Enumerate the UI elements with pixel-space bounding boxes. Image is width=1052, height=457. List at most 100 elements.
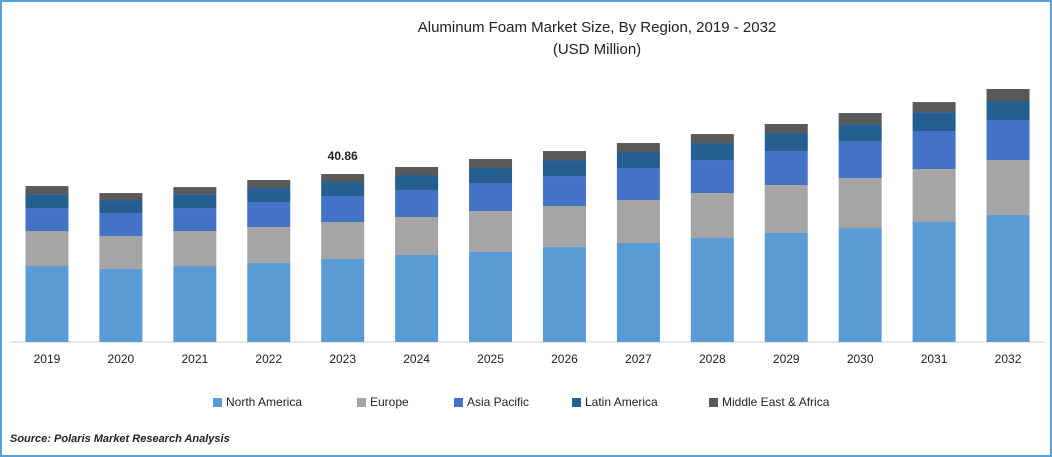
bar-segment — [25, 231, 69, 267]
legend-label: Middle East & Africa — [722, 395, 830, 409]
bar-segment — [321, 196, 365, 222]
bar-segment — [616, 168, 660, 201]
bar-segment — [912, 112, 956, 132]
x-tick-label: 2021 — [181, 352, 208, 366]
bar-segment — [616, 243, 660, 342]
bar-segment — [173, 208, 217, 232]
bar-segment — [469, 168, 513, 184]
legend-swatch — [709, 398, 718, 407]
bar-segment — [25, 194, 69, 209]
bar-segment — [986, 89, 1030, 102]
bar-segment — [764, 185, 808, 234]
bar-segment — [99, 200, 143, 214]
bar-segment — [616, 200, 660, 244]
x-tick-label: 2029 — [773, 352, 800, 366]
bar-segment — [912, 222, 956, 342]
bar-segment — [247, 202, 291, 228]
bar-segment — [99, 193, 143, 201]
bar-segment — [542, 206, 586, 248]
bar-segment — [173, 266, 217, 342]
source: Source: Polaris Market Research Analysis — [10, 433, 230, 445]
legend-swatch — [454, 398, 463, 407]
bar-segment — [986, 119, 1030, 160]
x-tick-label: 2031 — [921, 352, 948, 366]
bar-segment — [764, 233, 808, 342]
bar-segment — [395, 166, 439, 176]
bar-segment — [173, 194, 217, 209]
bar-segment — [690, 160, 734, 194]
bar-segment — [395, 190, 439, 218]
x-tick-label: 2032 — [995, 352, 1022, 366]
legend-swatch — [213, 398, 222, 407]
annotation: 40.86 — [328, 149, 358, 163]
bar-segment — [99, 236, 143, 270]
bar-segment — [690, 134, 734, 144]
bar-segment — [173, 231, 217, 267]
legend-label: Latin America — [585, 395, 658, 409]
bar-segment — [690, 238, 734, 342]
bar-segment — [321, 221, 365, 259]
bar-segment — [173, 187, 217, 195]
x-tick-label: 2022 — [255, 352, 282, 366]
x-tick-label: 2030 — [847, 352, 874, 366]
bar-segment — [542, 176, 586, 207]
bar-segment — [542, 151, 586, 161]
x-tick-label: 2023 — [329, 352, 356, 366]
bar-segment — [469, 183, 513, 212]
bar-segment — [25, 186, 69, 195]
bar-segment — [838, 113, 882, 125]
bar-segment — [247, 180, 291, 189]
x-tick-label: 2024 — [403, 352, 430, 366]
bar-segment — [25, 266, 69, 342]
bar-segment — [690, 143, 734, 161]
bar-segment — [986, 215, 1030, 342]
bar-segment — [321, 258, 365, 342]
chart-title: Aluminum Foam Market Size, By Region, 20… — [418, 19, 777, 36]
legend-swatch — [572, 398, 581, 407]
legend-label: Europe — [370, 395, 409, 409]
bar-segment — [321, 174, 365, 183]
bar-segment — [838, 228, 882, 342]
bar-segment — [616, 152, 660, 169]
bar-segment — [764, 151, 808, 186]
bar-segment — [616, 143, 660, 153]
bar-segment — [838, 124, 882, 142]
legend-swatch — [357, 398, 366, 407]
x-tick-label: 2027 — [625, 352, 652, 366]
bar-segment — [542, 160, 586, 177]
x-tick-label: 2025 — [477, 352, 504, 366]
bar-segment — [469, 211, 513, 253]
bar-segment — [247, 227, 291, 264]
x-tick-label: 2020 — [108, 352, 135, 366]
bar-segment — [912, 102, 956, 113]
x-tick-label: 2019 — [34, 352, 61, 366]
bar-segment — [25, 208, 69, 232]
bar-segment — [986, 159, 1030, 216]
bar-segment — [469, 252, 513, 342]
bar-segment — [838, 178, 882, 229]
bar-segment — [469, 159, 513, 169]
x-tick-label: 2026 — [551, 352, 578, 366]
bar-segment — [764, 133, 808, 152]
bar-segment — [247, 263, 291, 342]
bar-segment — [395, 175, 439, 191]
bar-segment — [986, 101, 1030, 120]
bar-segment — [690, 193, 734, 239]
bar-segment — [395, 217, 439, 256]
bar-segment — [247, 188, 291, 203]
bar-segment — [395, 255, 439, 342]
x-tick-label: 2028 — [699, 352, 726, 366]
bar-segment — [542, 247, 586, 342]
bar-segment — [764, 124, 808, 134]
bar-segment — [99, 269, 143, 342]
bar-segment — [838, 141, 882, 179]
bar-segment — [912, 131, 956, 170]
bar-segment — [99, 213, 143, 237]
legend-label: Asia Pacific — [467, 395, 529, 409]
bar-segment — [912, 169, 956, 223]
legend-label: North America — [226, 395, 302, 409]
bar-segment — [321, 182, 365, 197]
chart-subtitle: (USD Million) — [553, 41, 641, 58]
